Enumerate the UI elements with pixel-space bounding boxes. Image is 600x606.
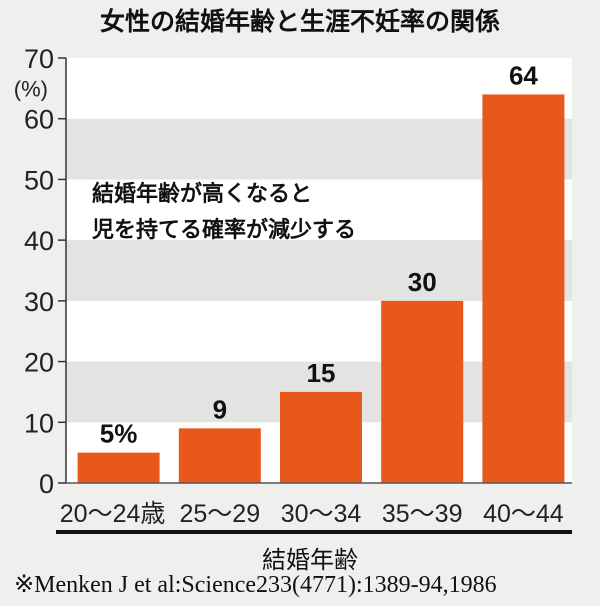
bar	[77, 452, 160, 483]
annotation-line-2: 児を持てる確率が減少する	[92, 218, 357, 243]
y-tick-label: 10	[24, 408, 54, 438]
y-tick-label: 20	[24, 348, 54, 378]
source-note: ※Menken J et al:Science233(4771):1389-94…	[14, 572, 497, 598]
data-label: 30	[408, 267, 437, 297]
x-tick-label: 25〜29	[179, 500, 260, 528]
bar	[178, 428, 261, 483]
data-label: 64	[509, 60, 538, 90]
x-axis-label: 結婚年齢	[262, 546, 358, 574]
x-tick-label: 35〜39	[382, 500, 463, 528]
y-tick-label: 50	[24, 165, 54, 195]
y-tick-label: 60	[24, 105, 54, 135]
bar	[381, 300, 464, 483]
y-tick-label: 0	[39, 469, 54, 499]
x-tick-label: 30〜34	[281, 500, 362, 528]
data-label: 9	[213, 394, 227, 424]
annotation-line-1: 結婚年齢が高くなると	[92, 182, 313, 207]
y-tick-label: 40	[24, 226, 54, 256]
y-tick-label: 70	[24, 44, 54, 74]
data-label: 5%	[100, 419, 138, 449]
chart-title: 女性の結婚年齢と生涯不妊率の関係	[99, 7, 500, 36]
x-tick-label: 40〜44	[483, 500, 564, 528]
data-label: 15	[307, 358, 336, 388]
x-tick-label: 20〜24歳	[60, 500, 166, 528]
bar	[280, 391, 362, 483]
y-tick-label: 30	[24, 287, 54, 317]
bar	[482, 94, 565, 483]
y-axis-unit: (%)	[14, 76, 48, 101]
